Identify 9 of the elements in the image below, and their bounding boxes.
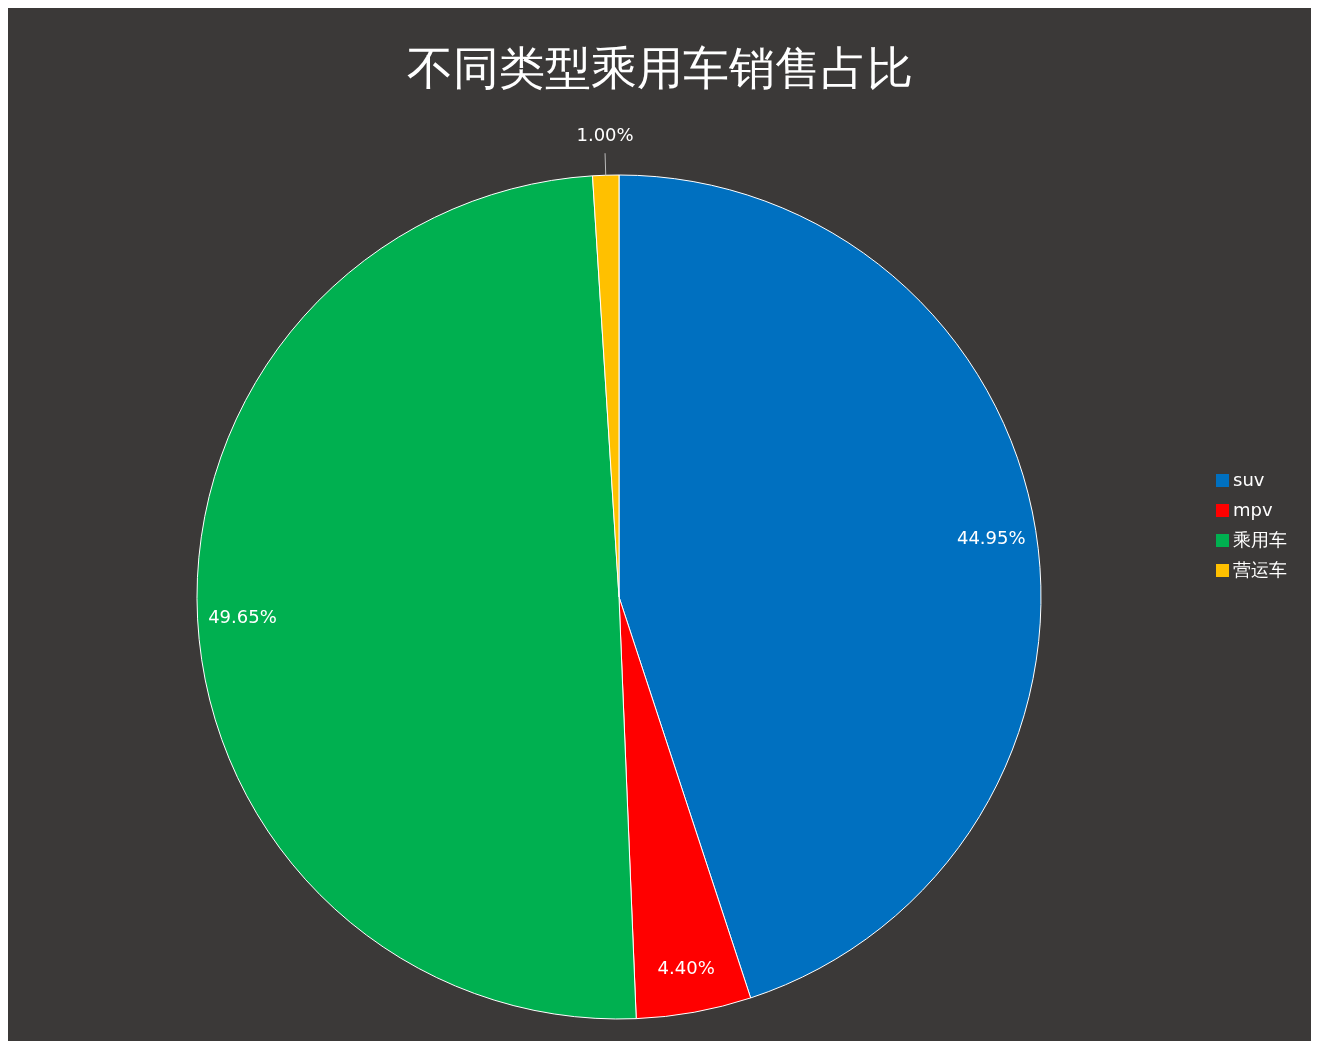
legend-label: suv <box>1233 468 1265 490</box>
legend-label: mpv <box>1233 498 1273 520</box>
data-label: 1.00% <box>576 124 634 146</box>
data-label: 4.40% <box>657 957 715 979</box>
chart-title: 不同类型乘用车销售占比 <box>405 40 914 97</box>
data-label: 49.65% <box>208 606 277 628</box>
legend-label: 营运车 <box>1233 558 1287 580</box>
legend-label: 乘用车 <box>1233 528 1287 550</box>
data-label: 44.95% <box>956 526 1026 548</box>
